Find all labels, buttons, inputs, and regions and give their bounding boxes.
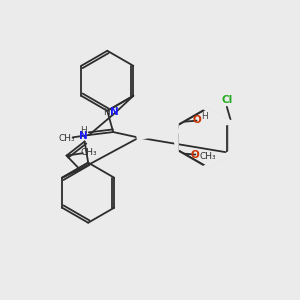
Text: O: O (192, 115, 201, 125)
Text: Cl: Cl (221, 95, 232, 105)
Text: CH₃: CH₃ (200, 152, 216, 161)
Text: H: H (103, 108, 110, 117)
Text: H: H (201, 112, 208, 121)
Text: CH₃: CH₃ (81, 148, 98, 157)
Text: N: N (79, 131, 88, 141)
Text: O: O (191, 150, 200, 160)
Text: N: N (110, 107, 118, 117)
Text: H: H (80, 126, 87, 135)
Text: CH₃: CH₃ (58, 134, 75, 143)
